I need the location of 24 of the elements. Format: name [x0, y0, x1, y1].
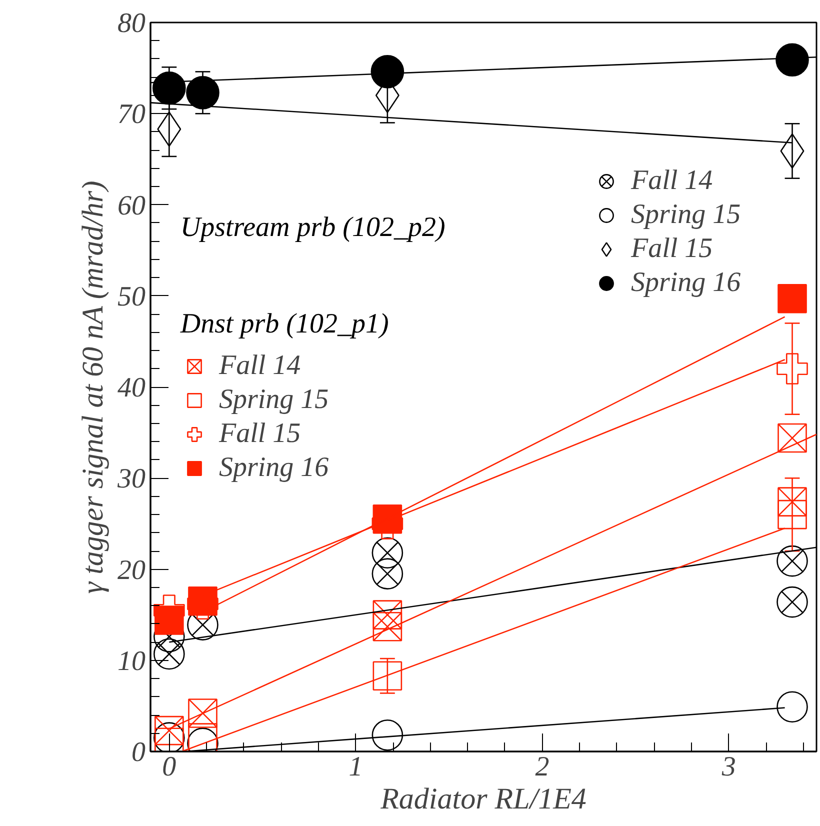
legend-label: Spring 16 [219, 451, 329, 485]
legend-label: Fall 15 [631, 232, 713, 266]
y-tick-label: 10 [118, 646, 146, 677]
y-axis-title: γ tagger signal at 60 nA (mrad/hr) [76, 180, 110, 594]
legend-label: Spring 15 [219, 383, 329, 417]
x-tick-label: 2 [535, 752, 550, 782]
y-tick-label: 80 [118, 8, 146, 39]
x-tick-label: 1 [348, 752, 363, 782]
y-tick-label: 20 [118, 554, 146, 586]
legend-label: Fall 14 [631, 164, 713, 198]
legend-label: Spring 16 [631, 266, 741, 300]
x-tick-label: 3 [720, 752, 736, 782]
x-tick-label: 0 [162, 752, 176, 782]
y-tick-label: 40 [118, 372, 146, 404]
x-axis-title: Radiator RL/1E4 [380, 782, 586, 816]
legend-label: Fall 15 [219, 417, 301, 451]
y-tick-label: 50 [118, 281, 146, 312]
y-tick-label: 60 [118, 190, 146, 222]
y-tick-label: 70 [118, 99, 146, 130]
legend-label: Fall 14 [219, 349, 301, 383]
y-tick-label: 30 [116, 464, 146, 495]
text: Dnst prb (102_p1) [180, 308, 389, 340]
text: Upstream prb (102_p2) [180, 212, 446, 244]
legend-label: Spring 15 [631, 198, 741, 232]
